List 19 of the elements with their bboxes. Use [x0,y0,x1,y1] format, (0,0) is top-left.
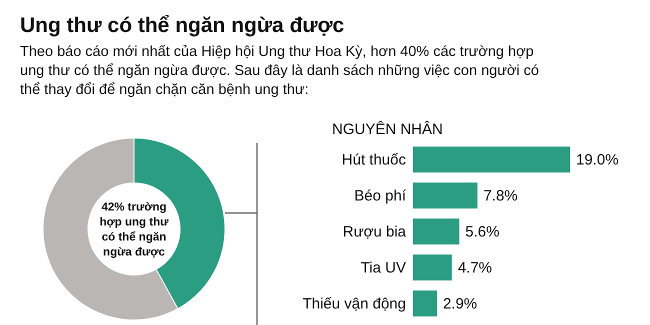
text: 42% trường hợp ung thư có thể ngăn ngừa được [100,202,170,258]
bar [413,290,437,316]
text: Theo báo cáo mới nhất của Hiệp hội Ung thư Hoa Kỳ, hơn 40% các trường hợp ung thư có thể ngăn ngừa được. Sau đây là danh sách những việc con người có thể thay đổi để ngăn chặn căn bệnh ung thư: [20,44,539,98]
y-tick-label: Hút thuốc [342,152,406,169]
chart-title: Ung thư có thể ngăn ngừa được [20,14,345,37]
bar [413,182,478,208]
data-label: 5.6% [465,224,500,240]
data-label: 7.8% [483,188,518,205]
data-label: 19.0% [576,152,619,169]
bar [413,254,452,280]
data-label: 2.9% [442,295,478,312]
bar [413,218,460,244]
chart-title: NGUYÊN NHÂN [332,120,443,138]
y-tick-label: Thiếu vận động [302,295,406,312]
y-tick-label: Tia UV [360,259,406,276]
y-tick-label: Béo phí [354,188,407,205]
y-tick-label: Rượu bia [342,224,407,240]
data-label: 4.7% [458,259,492,276]
bar [413,146,570,172]
